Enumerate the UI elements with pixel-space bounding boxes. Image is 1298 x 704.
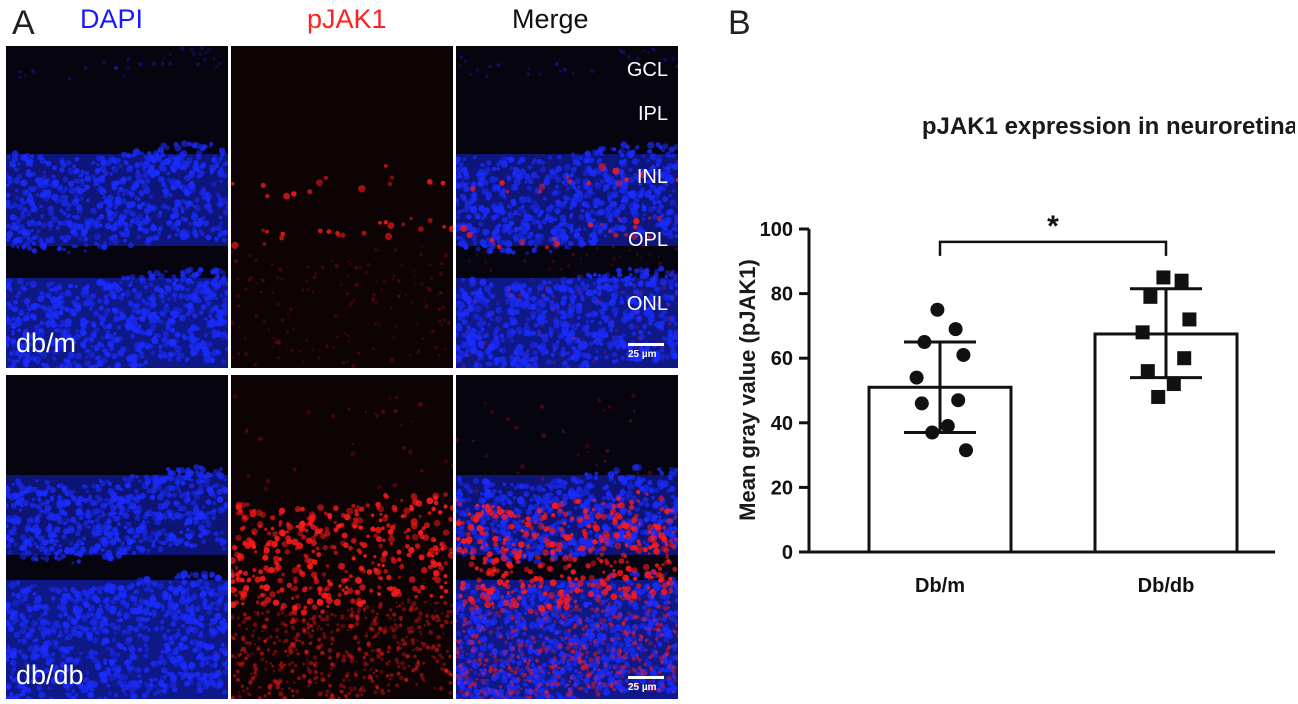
column-header-dapi: DAPI <box>80 4 144 34</box>
point-db-m-7 <box>940 419 955 434</box>
scale-bar-row1 <box>628 343 664 346</box>
x-tick-label-db-db: Db/db <box>1138 575 1195 597</box>
micrograph-dbm-pjak1 <box>231 46 453 368</box>
layer-label-ipl: IPL <box>637 103 668 125</box>
layer-label-opl: OPL <box>627 229 668 251</box>
micrograph-dbm-merge <box>456 46 678 368</box>
x-tick-label-db-m: Db/m <box>915 575 965 597</box>
point-db-m-8 <box>925 425 940 440</box>
y-tick-label-80: 80 <box>771 284 793 306</box>
point-db-m-6 <box>914 396 929 411</box>
panel-a-letter: A <box>12 4 35 42</box>
layer-label-onl: ONL <box>626 293 668 315</box>
point-db-db-0 <box>1156 270 1171 285</box>
column-header-merge: Merge <box>512 4 589 34</box>
point-db-m-2 <box>917 335 932 350</box>
scale-bar-label-row2: 25 µm <box>628 682 657 693</box>
micrograph-dbdb-dapi <box>6 375 228 699</box>
column-header-pjak1: pJAK1 <box>307 4 387 34</box>
point-db-m-3 <box>956 347 971 362</box>
y-tick-label-40: 40 <box>771 413 793 435</box>
significance-label: * <box>1047 210 1059 243</box>
significance-bracket <box>938 240 1168 256</box>
chart-title: pJAK1 expression in neuroretina <box>922 113 1295 140</box>
scale-bar-row2 <box>628 676 664 679</box>
point-db-db-3 <box>1182 312 1197 327</box>
point-db-db-8 <box>1151 389 1166 404</box>
point-db-m-9 <box>959 443 973 458</box>
point-db-m-0 <box>930 302 945 317</box>
point-db-db-1 <box>1174 273 1189 288</box>
row-label-dbdb: db/db <box>16 660 84 690</box>
y-tick-label-60: 60 <box>771 348 793 370</box>
point-db-m-4 <box>909 370 924 385</box>
micrograph-dbm-dapi <box>6 46 228 368</box>
y-axis-label: Mean gray value (pJAK1) <box>735 259 760 521</box>
layer-label-inl: INL <box>636 166 668 188</box>
point-db-db-2 <box>1143 289 1158 304</box>
y-tick-label-0: 0 <box>782 542 793 564</box>
point-db-db-4 <box>1135 325 1150 340</box>
point-db-db-7 <box>1166 377 1181 392</box>
micrograph-dbdb-pjak1 <box>231 375 453 699</box>
point-db-db-5 <box>1177 351 1192 366</box>
layer-label-gcl: GCL <box>626 59 668 81</box>
row-label-dbm: db/m <box>16 328 77 358</box>
point-db-m-5 <box>951 393 966 408</box>
y-tick-label-20: 20 <box>771 477 793 499</box>
point-db-db-6 <box>1140 364 1155 379</box>
point-db-m-1 <box>948 322 963 337</box>
bar-chart: pJAK1 expression in neuroretina Mean gra… <box>735 113 1295 597</box>
panel-b-letter: B <box>728 4 751 42</box>
y-tick-label-100: 100 <box>760 219 793 241</box>
micrograph-dbdb-merge <box>456 375 678 699</box>
scale-bar-label-row1: 25 µm <box>628 349 657 360</box>
